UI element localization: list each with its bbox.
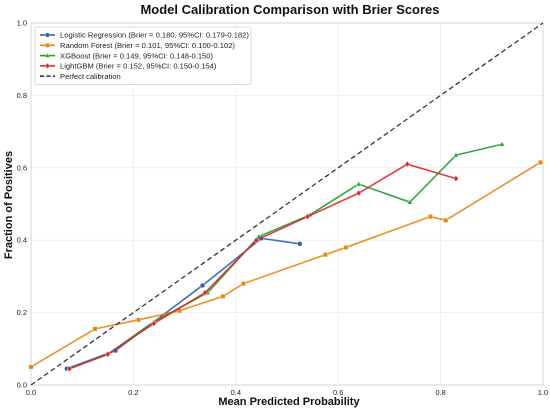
y-tick-label: 0.0 [17, 381, 27, 390]
series-2 [66, 141, 505, 371]
y-tick-label: 0.4 [17, 236, 27, 245]
data-point [443, 217, 449, 223]
legend-item: Perfect calibration [40, 72, 121, 81]
legend-swatch-marker [44, 52, 51, 58]
legend: Logistic Regression (Brier = 0.180, 95%C… [34, 26, 252, 85]
x-tick-label: 0.2 [128, 388, 138, 397]
data-point [253, 236, 259, 244]
y-tick-label: 0.2 [17, 308, 27, 317]
data-point [105, 350, 111, 358]
legend-label: Logistic Regression (Brier = 0.180, 95%C… [60, 31, 249, 40]
data-point [453, 175, 459, 182]
data-point [136, 317, 141, 323]
series-line [30, 22, 544, 386]
series-1 [28, 159, 543, 370]
data-point [241, 281, 246, 287]
data-point [499, 141, 505, 147]
ticks: 0.0 0.2 0.4 0.6 0.8 1.0 0.0 0.2 0.4 0.6 0.8 1.0 [17, 19, 549, 398]
series-line [69, 163, 457, 370]
data-point [220, 293, 226, 299]
legend-label: XGBoost (Brier = 0.149, 95%CI: 0.148-0.1… [60, 51, 213, 60]
data-point [28, 364, 34, 370]
legend-label: LightGBM (Brier = 0.152, 95%CI: 0.150-0.… [60, 62, 217, 71]
data-point [323, 252, 328, 258]
data-point [297, 241, 303, 247]
x-tick-label: 0.0 [26, 388, 36, 397]
data-point [404, 160, 410, 168]
data-point [453, 151, 459, 158]
series-line [69, 143, 503, 370]
y-tick-label: 0.8 [17, 91, 27, 100]
data-point [407, 199, 413, 205]
legend-item: Random Forest (Brier = 0.101, 95%CI: 0.1… [40, 41, 235, 50]
series-line [30, 161, 541, 368]
legend-label: Random Forest (Brier = 0.101, 95%CI: 0.1… [60, 41, 235, 50]
series-layer [28, 22, 544, 386]
data-point [356, 189, 362, 197]
series-0 [64, 235, 303, 372]
x-tick-label: 1.0 [538, 388, 548, 397]
data-point [151, 320, 157, 327]
legend-swatch-marker [44, 32, 51, 38]
x-axis-label: Mean Predicted Probability [218, 396, 360, 408]
plot-frame [30, 22, 544, 386]
legend-item: Logistic Regression (Brier = 0.180, 95%C… [40, 31, 249, 40]
x-tick-label: 0.8 [435, 388, 445, 397]
y-axis-label: Fraction of Positives [3, 151, 15, 259]
x-tick-label: 0.6 [333, 388, 343, 397]
data-point [343, 245, 349, 250]
series-4 [30, 22, 544, 386]
legend-item: XGBoost (Brier = 0.149, 95%CI: 0.148-0.1… [40, 51, 213, 60]
y-tick-label: 0.6 [17, 163, 27, 172]
legend-swatch-marker [44, 62, 51, 70]
y-tick-label: 1.0 [17, 19, 27, 28]
data-point [199, 282, 206, 289]
data-point [538, 159, 543, 165]
data-point [66, 365, 73, 373]
data-point [427, 214, 433, 220]
data-point [202, 289, 208, 297]
series-line [66, 237, 300, 370]
chart-title: Model Calibration Comparison with Brier … [140, 2, 439, 17]
legend-box [34, 26, 252, 85]
series-3 [66, 160, 459, 373]
x-tick-label: 0.4 [231, 388, 241, 397]
legend-item: LightGBM (Brier = 0.152, 95%CI: 0.150-0.… [40, 62, 217, 71]
data-point [304, 213, 311, 220]
legend-swatch-marker [45, 43, 50, 48]
data-point [355, 180, 362, 187]
data-point [92, 326, 98, 332]
legend-label: Perfect calibration [60, 72, 121, 81]
